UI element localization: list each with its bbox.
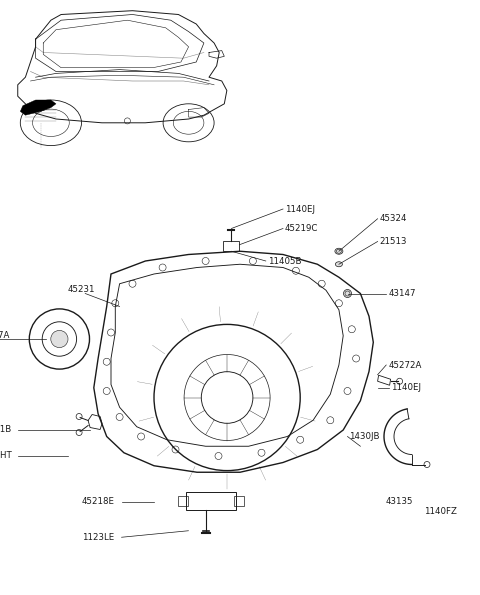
Text: 21513: 21513	[380, 237, 407, 246]
Circle shape	[51, 330, 68, 347]
Text: 45217A: 45217A	[0, 330, 10, 340]
Text: 91931B: 91931B	[0, 425, 12, 434]
Ellipse shape	[336, 262, 342, 267]
Text: 45272A: 45272A	[388, 361, 421, 369]
Polygon shape	[20, 100, 56, 115]
Text: 1123LE: 1123LE	[82, 533, 114, 542]
Text: 45218E: 45218E	[82, 497, 115, 506]
Text: 1140EJ: 1140EJ	[285, 205, 315, 214]
Text: 45219C: 45219C	[285, 224, 318, 233]
Text: 11405B: 11405B	[268, 256, 301, 265]
Circle shape	[344, 290, 351, 298]
Text: 45231: 45231	[67, 285, 95, 294]
Text: 1140FZ: 1140FZ	[424, 507, 457, 516]
Text: 1140HT: 1140HT	[0, 452, 12, 461]
Text: 43147: 43147	[388, 289, 416, 298]
Text: 1140EJ: 1140EJ	[391, 383, 421, 392]
Text: 43135: 43135	[385, 497, 413, 506]
Ellipse shape	[335, 248, 343, 254]
Text: 1430JB: 1430JB	[349, 432, 380, 441]
Text: 45324: 45324	[380, 214, 407, 223]
